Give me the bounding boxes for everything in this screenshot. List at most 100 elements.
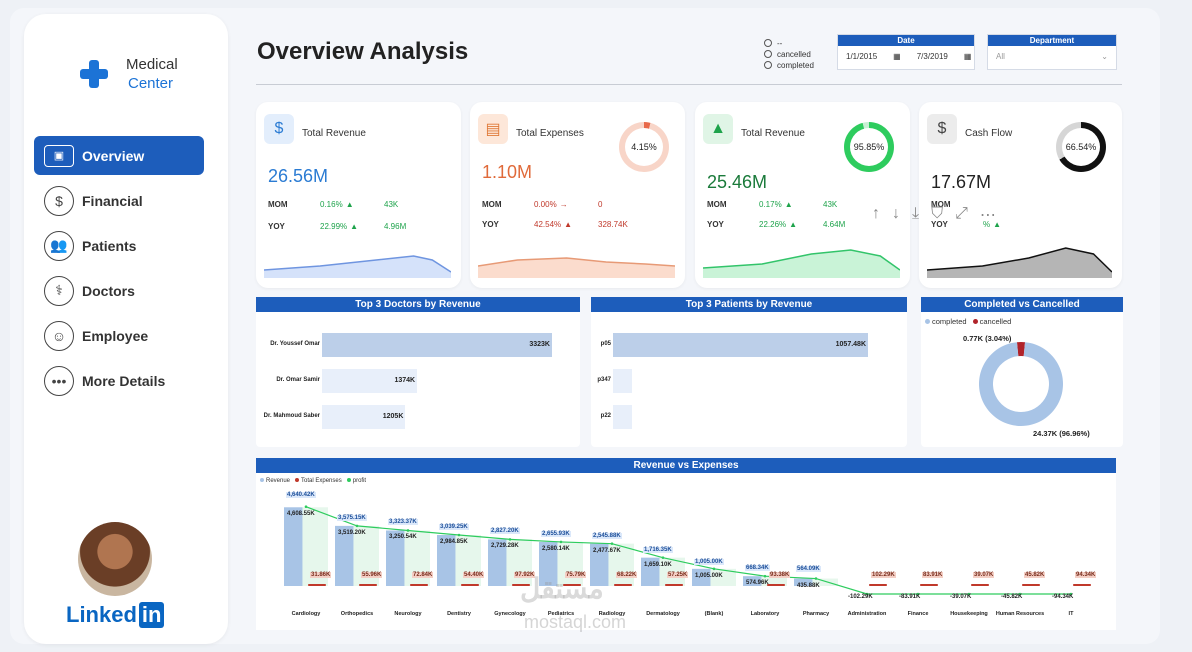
expand-down-icon[interactable]: ⤓: [912, 205, 920, 222]
expense-bar[interactable]: [920, 584, 938, 586]
profit-point[interactable]: [1069, 592, 1073, 596]
sidebar-item-employee[interactable]: ☺ Employee: [34, 316, 204, 355]
profit-data-label: 574.96K: [746, 580, 769, 587]
profit-bar[interactable]: [794, 578, 813, 586]
expense-bar[interactable]: [359, 584, 377, 586]
status-radio-option[interactable]: completed: [764, 60, 814, 71]
kpi-yoy-row: YOY% ▲: [931, 220, 1047, 229]
expense-bar[interactable]: [665, 584, 683, 586]
profit-point[interactable]: [865, 592, 869, 596]
profit-point[interactable]: [814, 577, 818, 580]
profit-point[interactable]: [967, 592, 971, 596]
revenue-bar[interactable]: [608, 543, 634, 586]
profit-bar[interactable]: [590, 543, 609, 586]
completion-donut: 0.77K (3.04%) 24.37K (96.96%): [963, 334, 1090, 438]
patients-bar[interactable]: [613, 369, 633, 393]
expense-bar[interactable]: [461, 584, 479, 586]
profit-bar[interactable]: [743, 576, 762, 586]
sidebar-item-overview[interactable]: ▣ Overview: [34, 136, 204, 175]
profit-point[interactable]: [304, 505, 308, 509]
department-value[interactable]: All: [996, 52, 1005, 61]
profit-point[interactable]: [508, 538, 512, 541]
profit-bar[interactable]: [284, 507, 303, 586]
focus-mode-icon[interactable]: ⤢: [955, 205, 968, 222]
donut-slice-completed[interactable]: [979, 342, 1063, 426]
profit-point[interactable]: [916, 592, 920, 596]
legend-item[interactable]: Total Expenses: [295, 478, 342, 484]
drill-down-icon[interactable]: ↓: [892, 205, 900, 222]
revenue-bar[interactable]: [557, 541, 583, 586]
profit-point[interactable]: [661, 556, 665, 559]
donut-slice-cancelled[interactable]: [1016, 342, 1026, 357]
profit-point[interactable]: [712, 567, 716, 571]
status-radio-option[interactable]: --: [764, 38, 814, 49]
profit-point[interactable]: [559, 540, 563, 544]
legend-item[interactable]: profit: [346, 478, 366, 484]
kpi-sparkline: [478, 257, 675, 278]
kpi-card[interactable]: $ Total Revenue 26.56M MOM 0.16% ▲ 43K YOY 22.99…: [256, 102, 461, 288]
revenue-bar[interactable]: [761, 576, 787, 586]
legend-item[interactable]: Revenue: [260, 478, 290, 484]
expense-bar[interactable]: [869, 584, 887, 586]
profit-bar[interactable]: [335, 525, 354, 586]
expense-bar[interactable]: [767, 584, 785, 586]
patients-bar[interactable]: [613, 405, 632, 429]
linkedin-logo[interactable]: Linked in: [66, 602, 165, 628]
sidebar-item-doctors[interactable]: ⚕ Doctors: [34, 271, 204, 310]
legend-item[interactable]: cancelled: [972, 317, 1011, 326]
profit-bar[interactable]: [641, 557, 660, 586]
expense-bar[interactable]: [512, 584, 530, 586]
kpi-mom-row: MOM 0.00% → 0: [482, 200, 602, 209]
legend-item[interactable]: completed: [925, 317, 967, 326]
doctors-bar[interactable]: [322, 333, 552, 357]
doctors-bar[interactable]: [322, 369, 418, 393]
revenue-bar[interactable]: [812, 578, 838, 586]
calendar-icon[interactable]: ▦: [893, 52, 901, 61]
profit-bar[interactable]: [437, 535, 456, 586]
sidebar-item-label: More Details: [82, 372, 166, 389]
sidebar-item-patients[interactable]: 👥 Patients: [34, 226, 204, 265]
kpi-card[interactable]: ▲ Total Revenue 25.46M MOM 0.17% ▲ 43K YOY 22.26…: [695, 102, 910, 288]
kpi-ring: 95.85%: [844, 122, 894, 172]
profit-point[interactable]: [610, 542, 614, 545]
kpi-ring-label: 95.85%: [850, 128, 888, 166]
drill-up-icon[interactable]: ↑: [872, 205, 880, 222]
expense-bar[interactable]: [1073, 584, 1091, 586]
kpi-mom-row: MOM: [931, 200, 1047, 209]
revenue-bar[interactable]: [659, 557, 685, 586]
sidebar-item-more-details[interactable]: ••• More Details: [34, 361, 204, 400]
expense-bar[interactable]: [308, 584, 326, 586]
expense-bar[interactable]: [563, 584, 581, 586]
profit-bar[interactable]: [539, 541, 558, 586]
kpi-card[interactable]: $ Cash Flow 17.67M MOM YOY% ▲ 66.54%: [919, 102, 1122, 288]
revenue-bar[interactable]: [506, 539, 532, 586]
profit-point[interactable]: [406, 529, 410, 532]
calendar-icon[interactable]: ▦: [963, 52, 972, 61]
expense-bar[interactable]: [614, 584, 632, 586]
department-slicer[interactable]: Department All ⌄: [987, 34, 1117, 70]
filter-icon[interactable]: ⛉: [931, 205, 944, 222]
expense-bar[interactable]: [410, 584, 428, 586]
patients-bar[interactable]: [613, 333, 868, 357]
profit-point[interactable]: [763, 574, 767, 578]
chevron-down-icon[interactable]: ⌄: [1101, 52, 1108, 61]
profit-bar[interactable]: [488, 539, 507, 586]
expense-bar[interactable]: [1022, 584, 1040, 586]
date-from[interactable]: 1/1/2015: [846, 52, 878, 61]
profit-bar[interactable]: [386, 530, 405, 586]
doctors-bar[interactable]: [322, 405, 406, 429]
revenue-bar[interactable]: [710, 568, 736, 586]
date-slicer[interactable]: Date 1/1/2015 ▦ 7/3/2019 ▦: [837, 34, 975, 70]
profit-point[interactable]: [457, 533, 461, 537]
more-options-icon[interactable]: ⋯: [979, 207, 996, 224]
expense-data-label: 83.91K: [922, 572, 944, 578]
date-to[interactable]: 7/3/2019: [916, 52, 948, 61]
profit-bar[interactable]: [692, 568, 711, 586]
status-radio-option[interactable]: cancelled: [764, 49, 814, 60]
profit-point[interactable]: [1018, 592, 1022, 596]
expense-bar[interactable]: [971, 584, 989, 586]
kpi-card[interactable]: ▤ Total Expenses 1.10M MOM 0.00% → 0 YOY 42.54% ▲…: [470, 102, 685, 288]
sidebar-item-financial[interactable]: $ Financial: [34, 181, 204, 220]
profit-data-label: -45.82K: [1001, 594, 1023, 600]
profit-point[interactable]: [355, 524, 359, 528]
